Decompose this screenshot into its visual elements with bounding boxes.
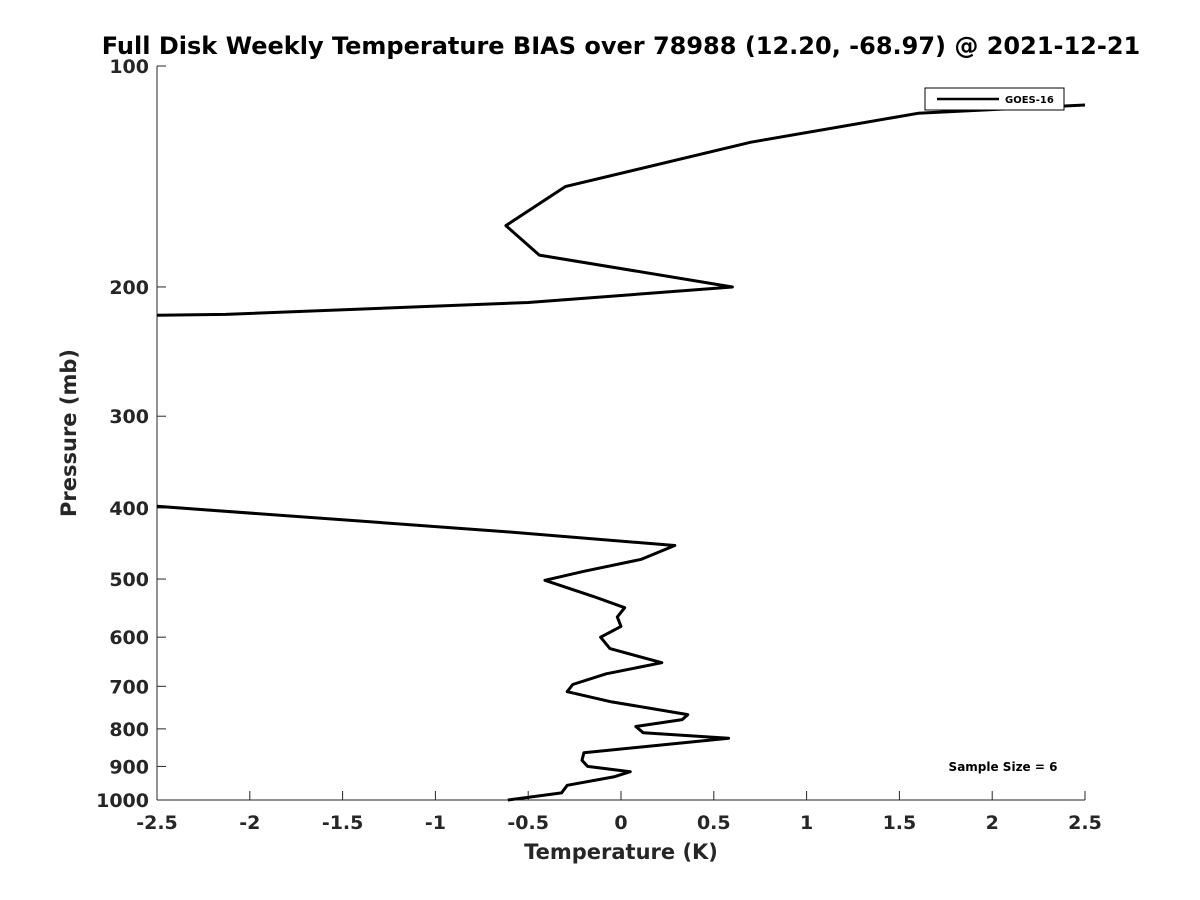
x-tick-label: -1.5 (322, 812, 364, 834)
x-tick-label: 0.5 (697, 812, 731, 834)
x-tick-label: -1 (425, 812, 446, 834)
x-tick-label: -2 (239, 812, 260, 834)
y-axis-label: Pressure (mb) (57, 349, 81, 517)
y-tick-label: 300 (109, 406, 149, 428)
x-tick-label: 2.5 (1068, 812, 1102, 834)
y-tick-label: 800 (109, 719, 149, 741)
y-tick-label: 400 (109, 498, 149, 520)
y-tick-label: 500 (109, 569, 149, 591)
series-line-goes-16 (156, 504, 731, 802)
x-tick-label: 1 (800, 812, 813, 834)
chart-title: Full Disk Weekly Temperature BIAS over 7… (102, 32, 1141, 60)
x-axis: -2.5 -2 -1.5 -1 -0.5 0 0.5 1 1.5 2 2.5 (136, 791, 1102, 834)
x-axis-label: Temperature (K) (524, 840, 718, 864)
y-tick-label: 100 (109, 56, 149, 78)
x-tick-label: -2.5 (136, 812, 178, 834)
x-tick-label: 0 (614, 812, 627, 834)
y-axis: 100 200 300 400 500 600 700 800 900 1000 (96, 56, 166, 812)
y-tick-label: 600 (109, 627, 149, 649)
y-tick-label: 200 (109, 277, 149, 299)
y-tick-label: 700 (109, 676, 149, 698)
legend: GOES-16 (924, 87, 1065, 111)
x-tick-label: 2 (986, 812, 999, 834)
series-line-goes-16 (156, 103, 1086, 317)
y-tick-label: 900 (109, 756, 149, 778)
legend-label-goes-16: GOES-16 (1005, 95, 1054, 106)
sample-size-annotation: Sample Size = 6 (949, 760, 1058, 774)
x-tick-label: -0.5 (507, 812, 549, 834)
x-tick-label: 1.5 (883, 812, 917, 834)
series-layer (156, 103, 1086, 802)
y-tick-label: 1000 (96, 790, 149, 812)
